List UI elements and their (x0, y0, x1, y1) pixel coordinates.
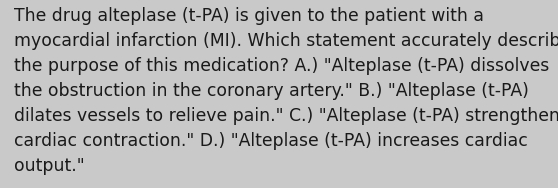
Text: The drug alteplase (t-PA) is given to the patient with a: The drug alteplase (t-PA) is given to th… (14, 7, 484, 25)
Text: cardiac contraction." D.) "Alteplase (t-PA) increases cardiac: cardiac contraction." D.) "Alteplase (t-… (14, 132, 528, 150)
Text: the obstruction in the coronary artery." B.) "Alteplase (t-PA): the obstruction in the coronary artery."… (14, 82, 529, 100)
Text: myocardial infarction (MI). Which statement accurately describes: myocardial infarction (MI). Which statem… (14, 32, 558, 50)
Text: dilates vessels to relieve pain." C.) "Alteplase (t-PA) strengthens: dilates vessels to relieve pain." C.) "A… (14, 107, 558, 125)
Text: output.": output." (14, 157, 85, 175)
Text: the purpose of this medication? A.) "Alteplase (t-PA) dissolves: the purpose of this medication? A.) "Alt… (14, 57, 549, 75)
